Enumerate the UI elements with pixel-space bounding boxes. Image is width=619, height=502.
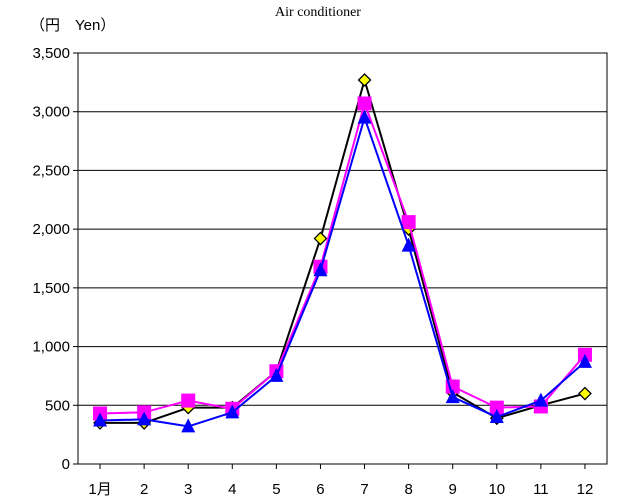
data-point: [577, 353, 592, 368]
data-point: [357, 96, 372, 111]
x-tick-label: 11: [533, 481, 549, 498]
series-3: [93, 109, 592, 433]
x-axis-ticks: 1月 2 3 4 5 6 7 8 9 10 11 12: [88, 464, 593, 498]
data-point: [533, 392, 548, 407]
data-point: [269, 367, 284, 382]
x-tick-label: 5: [272, 481, 280, 498]
data-point: [489, 409, 504, 424]
series-group: [93, 73, 592, 433]
data-point: [181, 393, 196, 408]
x-tick-label: 6: [316, 481, 324, 498]
x-tick-label: 2: [140, 481, 148, 498]
series-line: [100, 79, 586, 424]
data-point: [489, 400, 504, 415]
x-tick-label: 4: [228, 481, 236, 498]
y-tick-label: 2,500: [32, 162, 70, 179]
x-tick-label: 12: [577, 481, 594, 498]
data-point: [137, 411, 152, 426]
y-tick-label: 2,000: [32, 221, 70, 238]
x-tick-label: 10: [488, 481, 505, 498]
data-point: [313, 231, 328, 246]
data-point: [401, 237, 416, 252]
y-axis-ticks: 0 500 1,000 1,500 2,000 2,500 3,000 3,500: [32, 45, 78, 473]
series-2: [93, 96, 592, 421]
data-point: [93, 412, 108, 427]
data-point: [313, 262, 328, 277]
y-tick-label: 500: [45, 397, 70, 414]
y-axis-unit-label: （円 Yen）: [30, 17, 115, 34]
x-tick-label: 7: [360, 481, 368, 498]
data-point: [445, 389, 460, 404]
data-point: [357, 73, 372, 87]
x-tick-label: 3: [184, 481, 192, 498]
series-line: [100, 116, 586, 428]
y-tick-label: 3,500: [32, 45, 70, 62]
data-point: [578, 386, 592, 401]
grid: [78, 111, 607, 406]
x-tick-label: 9: [449, 481, 457, 498]
data-point: [181, 418, 196, 433]
y-tick-label: 3,000: [32, 104, 70, 121]
x-tick-label: 1月: [88, 481, 111, 498]
series-line: [100, 102, 586, 415]
data-point: [401, 215, 416, 230]
data-point: [225, 404, 240, 419]
y-tick-label: 1,000: [32, 339, 70, 356]
plot-area: [77, 52, 608, 465]
series-1: [93, 73, 592, 430]
chart-title: Air conditioner: [275, 5, 361, 20]
y-tick-label: 1,500: [32, 280, 70, 297]
x-tick-label: 8: [404, 481, 412, 498]
y-tick-label: 0: [62, 456, 70, 473]
data-point: [357, 109, 372, 124]
